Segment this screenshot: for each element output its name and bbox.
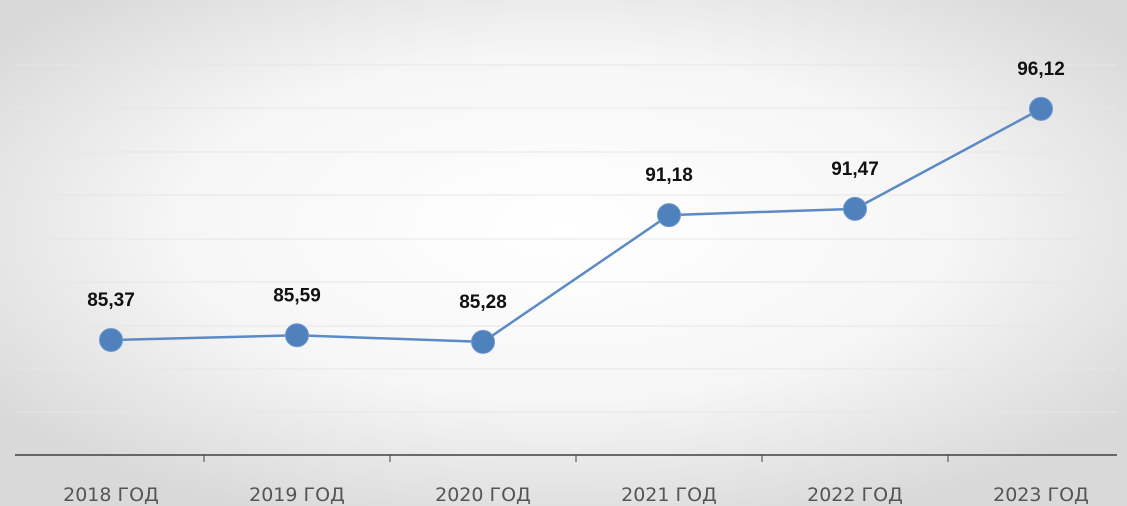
markers [99, 96, 1053, 354]
data-label: 91,18 [645, 165, 693, 186]
x-tick-label: 2020 ГОД [435, 484, 531, 506]
data-label: 85,28 [459, 292, 507, 313]
x-tick-label: 2022 ГОД [807, 484, 903, 506]
data-point-marker [843, 196, 867, 221]
data-point-marker [1029, 96, 1053, 121]
x-tick-label: 2018 ГОД [63, 484, 159, 506]
gridlines [15, 64, 1117, 413]
data-point-marker [471, 329, 495, 354]
data-label: 85,37 [87, 290, 135, 311]
data-label: 91,47 [831, 159, 879, 180]
series-line [110, 107, 1042, 344]
x-axis [15, 454, 1117, 462]
x-tick-label: 2021 ГОД [621, 484, 717, 506]
data-point-marker [99, 328, 123, 352]
series-line-group [110, 107, 1042, 344]
x-tick-label: 2019 ГОД [249, 484, 345, 506]
x-tick-label: 2023 ГОД [993, 484, 1089, 506]
data-labels: 85,37 85,59 85,28 91,18 91,47 96,12 [87, 59, 1065, 313]
data-point-marker [285, 323, 309, 348]
data-point-marker [657, 203, 681, 228]
data-label: 85,59 [273, 285, 321, 306]
data-label: 96,12 [1017, 59, 1065, 80]
x-tick-labels: 2018 ГОД 2019 ГОД 2020 ГОД 2021 ГОД 2022 ГОД… [63, 484, 1089, 506]
